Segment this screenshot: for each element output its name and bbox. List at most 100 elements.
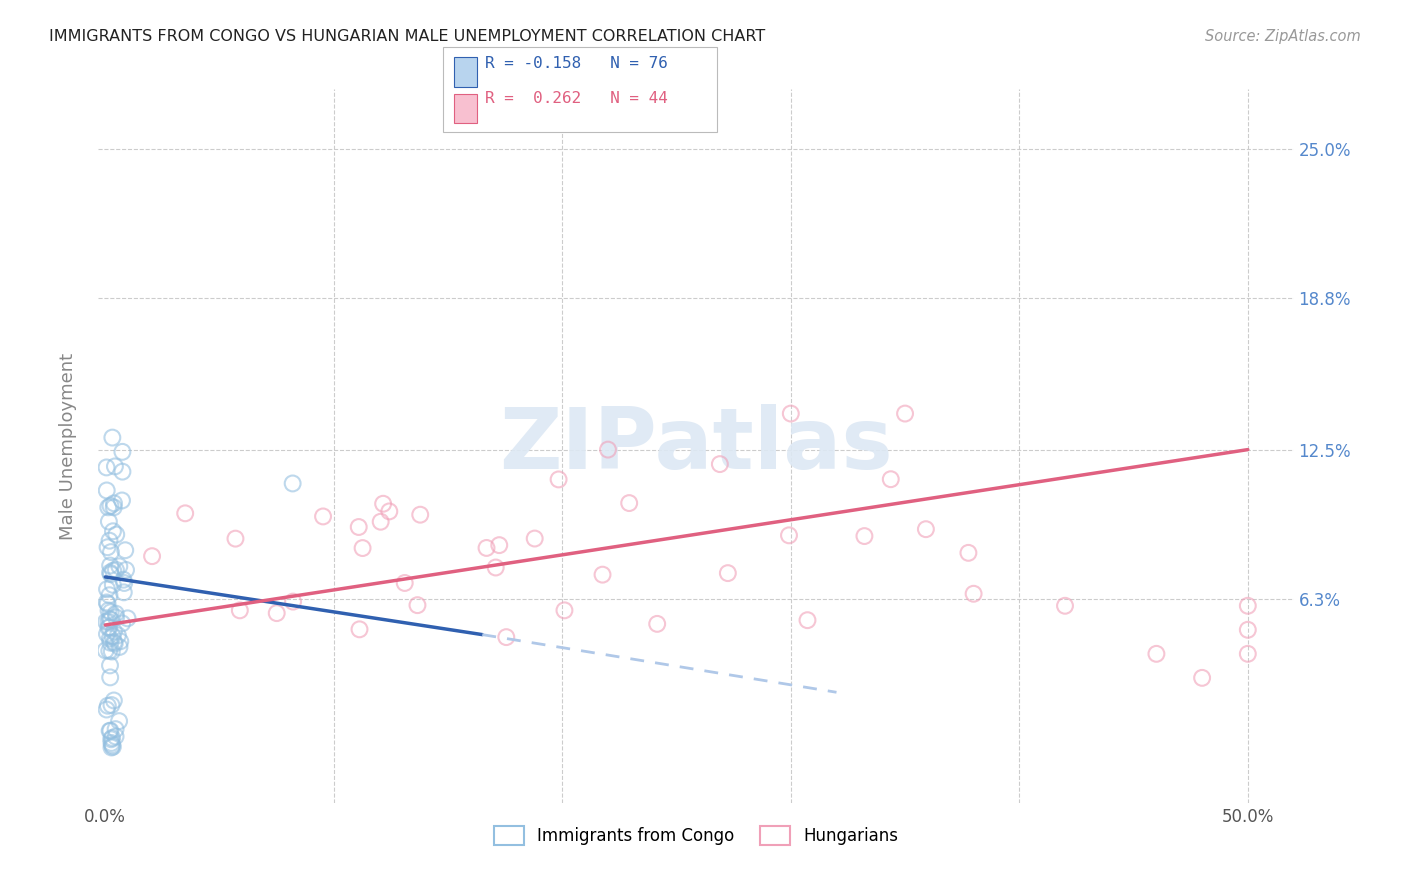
Point — [100, 698, 122, 712]
Point — [347, 520, 370, 534]
Point — [312, 509, 335, 524]
Point — [553, 603, 575, 617]
Point — [592, 567, 614, 582]
Point — [104, 607, 127, 621]
Point — [115, 563, 138, 577]
Point — [98, 723, 121, 738]
Text: ZIPatlas: ZIPatlas — [499, 404, 893, 488]
Point — [100, 740, 122, 755]
Point — [111, 465, 134, 479]
Point — [378, 504, 401, 518]
Point — [97, 615, 120, 629]
Point — [523, 532, 546, 546]
Point — [1191, 671, 1213, 685]
Point — [100, 545, 122, 559]
Point — [111, 616, 134, 631]
Point — [108, 559, 131, 574]
Point — [547, 472, 569, 486]
Point — [1236, 623, 1258, 637]
Text: R =  0.262   N = 44: R = 0.262 N = 44 — [485, 91, 668, 106]
Point — [98, 620, 121, 634]
Text: IMMIGRANTS FROM CONGO VS HUNGARIAN MALE UNEMPLOYMENT CORRELATION CHART: IMMIGRANTS FROM CONGO VS HUNGARIAN MALE … — [49, 29, 765, 44]
Point — [495, 630, 517, 644]
Point — [97, 540, 120, 554]
Point — [475, 541, 498, 555]
Point — [98, 644, 121, 658]
Point — [94, 615, 117, 629]
Point — [97, 597, 120, 611]
Point — [96, 460, 118, 475]
Point — [100, 736, 122, 750]
Point — [97, 621, 120, 635]
Point — [100, 567, 122, 582]
Point — [111, 493, 134, 508]
Point — [108, 714, 131, 728]
Point — [104, 636, 127, 650]
Point — [796, 613, 818, 627]
Point — [101, 431, 124, 445]
Point — [98, 588, 121, 602]
Point — [97, 603, 120, 617]
Point — [281, 594, 304, 608]
Point — [894, 407, 917, 421]
Point — [103, 635, 125, 649]
Point — [103, 693, 125, 707]
Point — [111, 445, 134, 459]
Point — [619, 496, 641, 510]
Point — [352, 541, 374, 555]
Point — [596, 442, 619, 457]
Point — [98, 612, 121, 626]
Point — [112, 585, 135, 599]
Point — [1236, 599, 1258, 613]
Point — [103, 500, 125, 515]
Point — [100, 723, 122, 738]
Point — [97, 500, 120, 515]
Point — [880, 472, 903, 486]
Point — [103, 564, 125, 578]
Point — [224, 532, 246, 546]
Point — [488, 538, 510, 552]
Point — [108, 640, 131, 654]
Point — [98, 632, 121, 646]
Point — [96, 595, 118, 609]
Point — [96, 627, 118, 641]
Point — [98, 558, 121, 573]
Point — [915, 522, 938, 536]
Point — [101, 738, 124, 752]
Point — [105, 610, 128, 624]
Point — [100, 499, 122, 513]
Point — [100, 613, 122, 627]
Text: R = -0.158   N = 76: R = -0.158 N = 76 — [485, 56, 668, 71]
Point — [117, 611, 139, 625]
Point — [957, 546, 980, 560]
Point — [101, 644, 124, 658]
Point — [778, 528, 800, 542]
Point — [1236, 647, 1258, 661]
Point — [97, 698, 120, 713]
Point — [645, 616, 668, 631]
Point — [112, 576, 135, 591]
Point — [1144, 647, 1167, 661]
Point — [97, 515, 120, 529]
Point — [112, 573, 135, 587]
Point — [174, 506, 197, 520]
Point — [107, 628, 129, 642]
Point — [281, 476, 304, 491]
Point — [101, 524, 124, 539]
Point — [96, 582, 118, 597]
Point — [104, 730, 127, 744]
Point — [853, 529, 876, 543]
Point — [105, 527, 128, 541]
Point — [141, 549, 163, 564]
Point — [98, 566, 121, 580]
Point — [229, 603, 252, 617]
Text: Source: ZipAtlas.com: Source: ZipAtlas.com — [1205, 29, 1361, 44]
Point — [1053, 599, 1076, 613]
Point — [485, 560, 508, 574]
Point — [101, 629, 124, 643]
Point — [100, 732, 122, 747]
Y-axis label: Male Unemployment: Male Unemployment — [59, 352, 77, 540]
Point — [98, 533, 121, 548]
Point — [103, 624, 125, 639]
Point — [104, 459, 127, 474]
